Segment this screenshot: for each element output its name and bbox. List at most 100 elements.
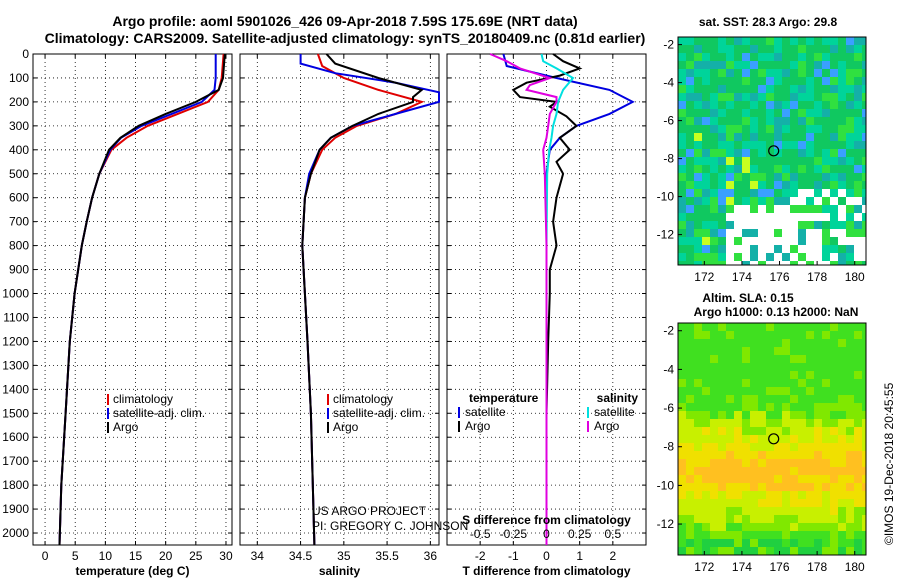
map-cell [734,85,742,93]
map-cell [702,125,710,133]
map-cell [790,117,798,125]
map-cell [742,69,750,77]
map-cell [702,117,710,125]
map-cell [734,427,742,435]
map-cell [846,69,854,77]
map-cell [782,379,790,387]
map-cell [822,141,830,149]
map-cell [854,189,862,197]
map-cell [854,323,862,331]
map-cell [734,77,742,85]
map-cell [814,205,822,213]
map-cell [798,371,806,379]
map-cell [862,363,866,371]
map-cell [798,491,806,499]
map-cell [678,197,686,205]
map-cell [806,205,814,213]
x-tick-label: 34.5 [289,549,313,563]
map-cell [678,387,686,395]
map-cell [678,165,686,173]
map-cell [710,331,718,339]
map-cell [758,331,766,339]
map-cell [766,379,774,387]
map-cell [758,531,766,539]
map-cell [726,253,734,261]
map-cell [806,197,814,205]
map-cell [846,363,854,371]
map-cell [678,355,686,363]
map-cell [806,133,814,141]
map-cell [742,339,750,347]
map-cell [726,117,734,125]
map-cell [774,245,782,253]
map-cell [766,165,774,173]
map-cell [822,69,830,77]
map-cell [822,189,830,197]
map-cell [678,547,686,555]
map-cell [710,395,718,403]
map-cell [758,411,766,419]
map-cell [830,141,838,149]
map-cell [718,85,726,93]
map-cell [790,93,798,101]
map-cell [742,253,750,261]
map-cell [798,213,806,221]
map-cell [766,411,774,419]
map-cell [838,539,846,547]
map-cell [702,491,710,499]
map-cell [694,363,702,371]
map-cell [758,387,766,395]
map-cell [782,157,790,165]
map-cell [822,515,830,523]
y-tick-label: 1200 [2,334,29,348]
map-cell [686,419,694,427]
map-cell [710,419,718,427]
legend-title-temperature: temperature [469,391,539,405]
map-cell [814,443,822,451]
map-cell [718,61,726,69]
map-cell [854,435,862,443]
map-cell [822,491,830,499]
map-cell [822,261,830,265]
map-cell [702,157,710,165]
map-cell [862,371,866,379]
map-cell [702,427,710,435]
map-cell [798,149,806,157]
map-cell [806,395,814,403]
map-cell [678,261,686,265]
map-cell [830,93,838,101]
map-cell [798,221,806,229]
map-cell [854,165,862,173]
map-cell [710,459,718,467]
map-cell [694,221,702,229]
map-cell [678,515,686,523]
map-cell [798,261,806,265]
map-cell [790,483,798,491]
map-cell [734,157,742,165]
x-tick-label: 1 [576,549,583,563]
map-cell [774,427,782,435]
map-cell [854,61,862,69]
map-cell [686,77,694,85]
legend-label: climatology [113,392,173,406]
map-cell [838,245,846,253]
map-cell [734,371,742,379]
map-cell [750,491,758,499]
map-cell [806,149,814,157]
map-cell [718,213,726,221]
map-cell [734,347,742,355]
map-cell [790,157,798,165]
map-cell [766,157,774,165]
map-cell [846,221,854,229]
map-cell [846,141,854,149]
map-x-tick-label: 180 [845,560,865,574]
map-cell [806,173,814,181]
map-cell [702,245,710,253]
map-cell [750,157,758,165]
map-cell [854,173,862,181]
map-cell [718,45,726,53]
map-cell [726,189,734,197]
map-cell [846,459,854,467]
map-cell [758,197,766,205]
map-y-tick-label: -2 [663,38,674,52]
